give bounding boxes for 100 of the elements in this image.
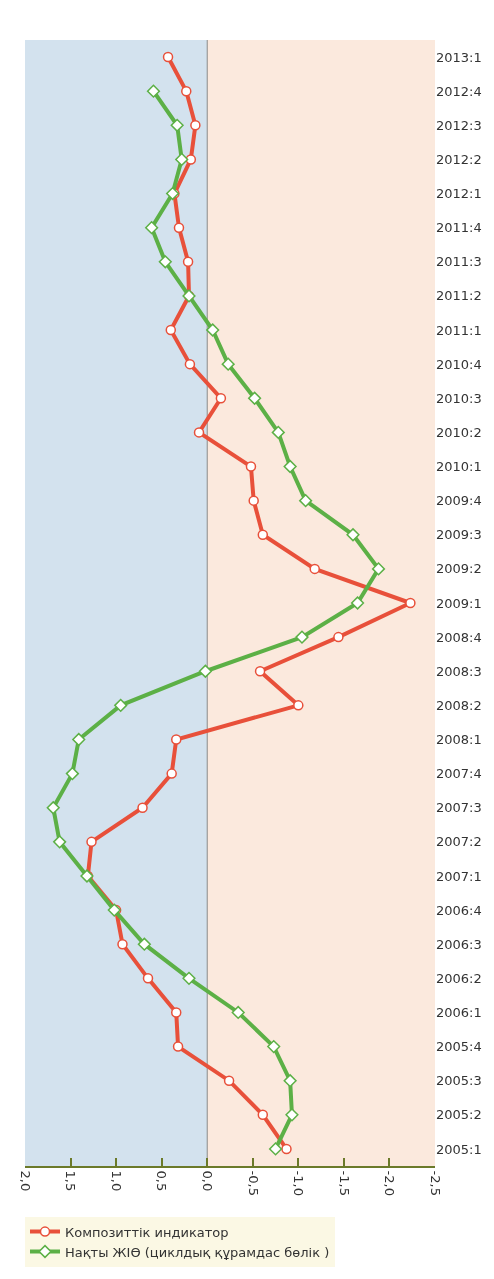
point xyxy=(299,494,313,508)
point xyxy=(182,971,196,985)
x-tick-label: 0,5 xyxy=(154,1170,170,1192)
point xyxy=(268,1142,283,1156)
point xyxy=(117,938,128,950)
point xyxy=(181,85,192,97)
point xyxy=(283,1074,297,1088)
point xyxy=(206,323,220,337)
y-tick-label: 2007:2 xyxy=(436,834,482,850)
y-tick-label: 2007:3 xyxy=(436,800,482,816)
y-tick-label: 2011:3 xyxy=(436,254,482,270)
y-tick-label: 2009:1 xyxy=(436,595,482,611)
point xyxy=(231,1005,245,1020)
x-tick-label: 1,5 xyxy=(63,1170,79,1192)
y-tick-label: 2008:4 xyxy=(436,629,482,645)
y-tick-label: 2007:4 xyxy=(436,766,482,782)
point xyxy=(405,597,416,609)
y-tick-label: 2009:2 xyxy=(436,561,482,577)
point xyxy=(281,1143,292,1155)
point xyxy=(293,700,304,711)
point xyxy=(175,152,189,167)
point xyxy=(137,937,151,951)
point xyxy=(193,427,205,438)
point xyxy=(146,84,161,98)
y-tick-label: 2011:4 xyxy=(436,220,482,236)
y-tick-label: 2006:2 xyxy=(436,970,482,986)
y-tick-label: 2012:2 xyxy=(436,151,482,167)
point xyxy=(257,529,269,541)
point xyxy=(137,802,148,813)
y-tick-label: 2012:3 xyxy=(436,117,482,133)
x-tick-label: 2,0 xyxy=(17,1170,33,1192)
point xyxy=(245,461,257,472)
point xyxy=(257,1109,269,1121)
point xyxy=(190,120,201,131)
point xyxy=(285,1108,299,1122)
x-tick-label: 1,0 xyxy=(108,1170,124,1192)
y-tick-label: 2005:4 xyxy=(436,1039,482,1055)
point xyxy=(309,563,320,575)
x-tick-label: -0,5 xyxy=(245,1170,261,1196)
y-tick-label: 2008:2 xyxy=(436,697,482,713)
x-tick-label: -2,0 xyxy=(382,1170,398,1196)
legend-label: Нақты ЖІӨ (циклдық құрамдас бөлік ) xyxy=(65,1244,330,1260)
point xyxy=(158,255,172,269)
y-tick-label: 2005:1 xyxy=(436,1141,482,1157)
y-tick-label: 2009:4 xyxy=(436,493,482,509)
point xyxy=(170,118,184,132)
y-tick-label: 2011:1 xyxy=(436,322,482,338)
point xyxy=(173,222,185,233)
point xyxy=(170,734,182,745)
y-tick-label: 2006:4 xyxy=(436,902,482,918)
legend-label: Композиттік индикатор xyxy=(65,1224,229,1240)
point xyxy=(283,459,297,474)
point xyxy=(371,562,386,576)
y-tick-label: 2010:3 xyxy=(436,390,482,406)
point xyxy=(166,768,177,779)
point xyxy=(221,357,235,371)
point xyxy=(248,391,262,405)
point xyxy=(295,630,309,644)
x-tick-label: -1,5 xyxy=(336,1170,352,1196)
point xyxy=(46,801,60,815)
y-tick-label: 2009:3 xyxy=(436,527,482,543)
point xyxy=(65,767,79,781)
y-tick-label: 2011:2 xyxy=(436,288,482,304)
point xyxy=(172,1041,184,1052)
point xyxy=(350,596,365,610)
y-tick-label: 2010:2 xyxy=(436,424,482,440)
y-tick-label: 2008:3 xyxy=(436,663,482,679)
x-tick-label: -2,5 xyxy=(427,1170,443,1196)
point xyxy=(145,221,159,235)
y-tick-label: 2010:1 xyxy=(436,459,482,475)
y-tick-label: 2007:1 xyxy=(436,868,482,884)
y-tick-label: 2013:1 xyxy=(436,49,482,65)
point xyxy=(271,425,285,439)
point xyxy=(223,1075,235,1086)
x-tick-label: 0,0 xyxy=(199,1170,215,1192)
y-tick-label: 2012:1 xyxy=(436,186,482,202)
y-tick-label: 2006:3 xyxy=(436,936,482,952)
y-tick-label: 2008:1 xyxy=(436,732,482,748)
point xyxy=(267,1039,281,1054)
point xyxy=(215,393,227,404)
point xyxy=(142,973,154,984)
point xyxy=(346,528,360,542)
point xyxy=(333,631,344,643)
point xyxy=(254,665,266,677)
x-tick-label: -1,0 xyxy=(291,1170,307,1196)
point xyxy=(86,836,97,848)
point xyxy=(184,358,196,370)
y-tick-label: 2006:1 xyxy=(436,1005,482,1020)
point xyxy=(72,732,86,747)
point xyxy=(182,256,194,268)
point xyxy=(53,835,67,849)
y-tick-label: 2005:3 xyxy=(436,1073,482,1089)
point xyxy=(162,51,174,63)
point xyxy=(198,664,212,678)
y-tick-label: 2005:2 xyxy=(436,1107,482,1123)
point xyxy=(248,495,259,506)
y-tick-label: 2012:4 xyxy=(436,83,482,99)
y-tick-label: 2010:4 xyxy=(436,356,482,372)
point xyxy=(114,698,128,712)
point xyxy=(165,324,177,336)
